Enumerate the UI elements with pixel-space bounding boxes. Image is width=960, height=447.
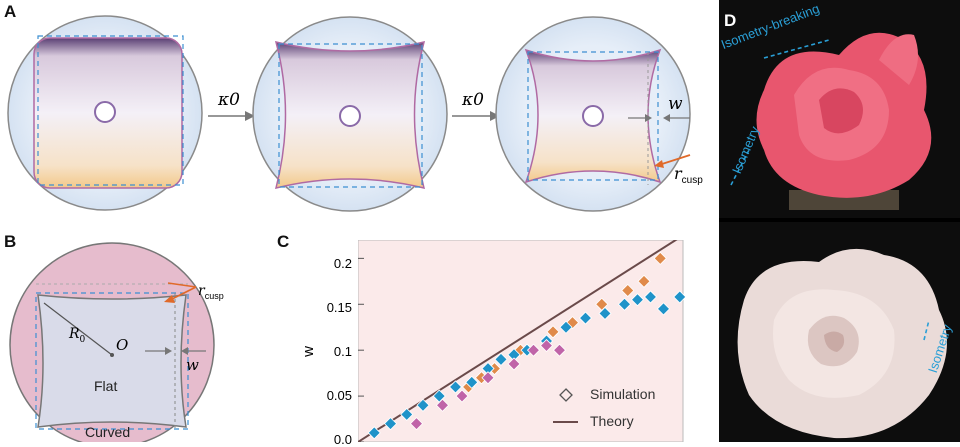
- scatter-point-series-1: [656, 302, 671, 316]
- scatter-point-series-0: [621, 283, 635, 298]
- scatter-point-series-2: [526, 343, 541, 357]
- scatter-point-series-0: [565, 316, 580, 330]
- disc-1: [7, 15, 203, 211]
- arrow-2-label: κ0: [462, 90, 484, 110]
- white-rose: [737, 248, 947, 439]
- theory-line: [358, 240, 678, 442]
- arrow-1-label: κ0: [218, 90, 240, 110]
- scatter-point-series-0: [637, 274, 651, 288]
- pink-rose: [756, 32, 932, 210]
- panel-b-flat-label: Flat: [94, 378, 118, 394]
- scatter-point-series-2: [409, 417, 424, 431]
- scatter-point-series-1: [617, 297, 632, 311]
- panel-d-letter: D: [724, 11, 737, 30]
- rcusp-main: r: [674, 164, 682, 183]
- panel-b-figure: [9, 242, 215, 442]
- arrow-2: [452, 111, 500, 121]
- rcusp-sub: cusp: [681, 175, 703, 187]
- scatter-point-series-1: [630, 293, 645, 307]
- scatter-point-series-1: [465, 375, 479, 389]
- panel-b-origin-label: O: [116, 336, 129, 354]
- panel-a-letter: A: [4, 2, 17, 21]
- scatter-point-series-1: [578, 311, 593, 325]
- scatter-point-series-1: [416, 398, 430, 412]
- panel-b-r0-label: R0: [69, 326, 85, 345]
- scatter-point-series-2: [539, 339, 554, 353]
- panel-a-figure: [7, 15, 691, 212]
- chart-ytick-label: 0.0: [333, 432, 352, 447]
- legend-simulation-text: Simulation: [590, 386, 656, 402]
- b-rcusp-sub: cusp: [204, 290, 224, 301]
- legend-sim-marker: [559, 388, 573, 402]
- b-r0-sub: 0: [79, 334, 86, 345]
- scatter-point-series-1: [383, 417, 398, 431]
- disc-2: [252, 16, 448, 212]
- rose-photos: D Isometry-breaking Isometry Isometry: [719, 0, 960, 442]
- scatter-point-series-2: [435, 398, 450, 412]
- disc-3: [495, 16, 691, 212]
- scatter-point-series-0: [546, 325, 560, 339]
- scatter-chart: [358, 240, 687, 442]
- scatter-point-series-2: [552, 343, 567, 357]
- panel-b-rcusp-label: rcusp: [198, 283, 224, 301]
- arrow-1: [208, 111, 255, 121]
- panel-b-w-label: w: [186, 356, 199, 374]
- disc-3-rcusp-label: rcusp: [674, 164, 703, 186]
- scatter-point-series-1: [367, 426, 381, 440]
- chart-y-axis-label: w: [299, 346, 317, 357]
- chart-ytick-label: 0.2: [333, 256, 352, 271]
- panel-c-letter: C: [277, 232, 290, 251]
- scatter-point-series-1: [448, 380, 463, 394]
- scatter-point-series-1: [494, 352, 508, 366]
- chart-ytick-label: 0.15: [326, 300, 352, 315]
- disc-3-w-label: w: [668, 94, 683, 114]
- scatter-point-series-1: [559, 320, 573, 334]
- scatter-point-series-1: [643, 290, 658, 304]
- scatter-point-series-1: [598, 306, 612, 321]
- scatter-point-series-1: [400, 407, 414, 422]
- scatter-point-series-2: [455, 389, 469, 403]
- chart-plot-area: [358, 240, 684, 442]
- b-r0-main: R: [69, 326, 80, 342]
- scatter-point-series-2: [507, 357, 521, 371]
- scatter-point-series-0: [653, 251, 667, 265]
- panel-b-curved-label: Curved: [85, 424, 131, 440]
- rose-photos-drawing: [719, 32, 960, 439]
- chart-ytick-label: 0.05: [326, 388, 352, 403]
- panel-b-letter: B: [4, 232, 17, 251]
- chart-ytick-label: 0.1: [333, 344, 352, 359]
- scatter-point-series-1: [673, 290, 687, 304]
- legend-theory-text: Theory: [590, 413, 634, 429]
- chart-legend: [553, 388, 578, 423]
- b-rcusp-main: r: [198, 283, 205, 299]
- scatter-point-series-2: [481, 371, 495, 385]
